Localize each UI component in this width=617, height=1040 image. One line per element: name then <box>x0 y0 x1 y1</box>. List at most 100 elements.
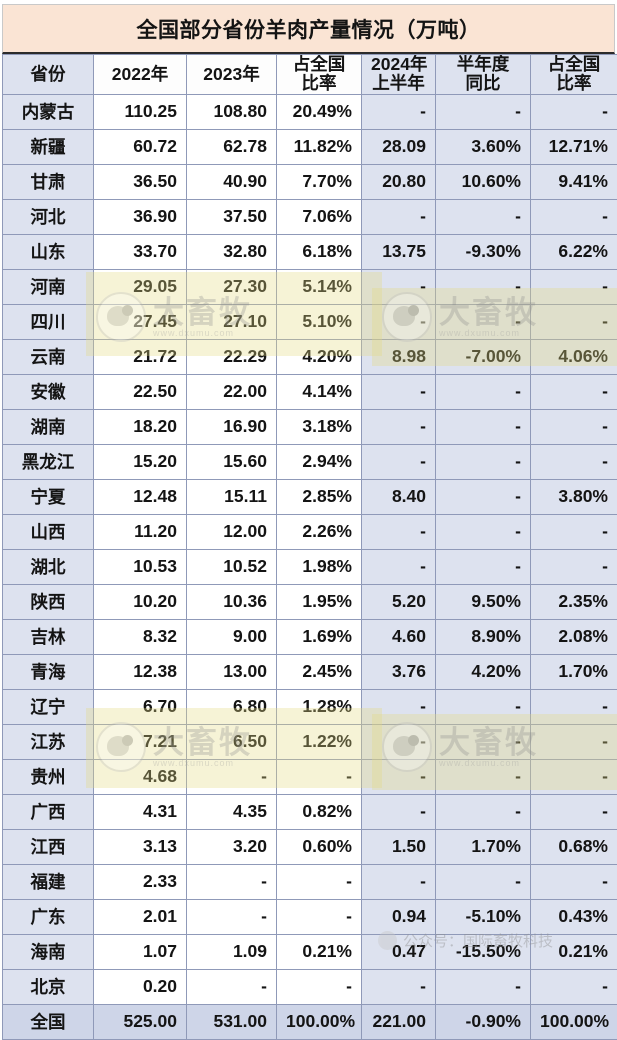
cell-province[interactable]: 青海 <box>3 654 94 689</box>
cell-h1-2024[interactable]: - <box>362 689 436 724</box>
cell-yoy[interactable]: 1.70% <box>436 829 531 864</box>
cell-yoy[interactable]: - <box>436 794 531 829</box>
cell-2023[interactable]: 4.35 <box>187 794 277 829</box>
cell-2023[interactable]: 13.00 <box>187 654 277 689</box>
cell-2023[interactable]: 10.36 <box>187 584 277 619</box>
cell-yoy[interactable]: - <box>436 409 531 444</box>
cell-yoy[interactable]: -5.10% <box>436 899 531 934</box>
cell-province[interactable]: 新疆 <box>3 129 94 164</box>
cell-yoy[interactable]: -7.00% <box>436 339 531 374</box>
cell-2023[interactable]: 6.80 <box>187 689 277 724</box>
cell-share-2024[interactable]: 2.35% <box>531 584 617 619</box>
cell-2023[interactable]: 9.00 <box>187 619 277 654</box>
cell-yoy[interactable]: -15.50% <box>436 934 531 969</box>
cell-share-2023[interactable]: 0.82% <box>277 794 362 829</box>
cell-yoy[interactable]: - <box>436 444 531 479</box>
cell-h1-2024[interactable]: 0.94 <box>362 899 436 934</box>
cell-share-2023[interactable]: 6.18% <box>277 234 362 269</box>
cell-h1-2024[interactable]: - <box>362 969 436 1004</box>
cell-share-2024[interactable]: - <box>531 269 617 304</box>
cell-province[interactable]: 山西 <box>3 514 94 549</box>
cell-share-2024[interactable]: - <box>531 304 617 339</box>
cell-2022[interactable]: 8.32 <box>94 619 187 654</box>
cell-share-2024[interactable]: - <box>531 724 617 759</box>
column-header-share-2024[interactable]: 占全国 比率 <box>531 55 617 95</box>
cell-yoy[interactable]: - <box>436 549 531 584</box>
cell-2022[interactable]: 7.21 <box>94 724 187 759</box>
column-header-province[interactable]: 省份 <box>3 55 94 95</box>
cell-province[interactable]: 广西 <box>3 794 94 829</box>
cell-share-2023[interactable]: 7.06% <box>277 199 362 234</box>
cell-h1-2024[interactable]: 5.20 <box>362 584 436 619</box>
cell-province[interactable]: 河北 <box>3 199 94 234</box>
cell-share-2024[interactable]: 0.68% <box>531 829 617 864</box>
cell-2023[interactable]: 6.50 <box>187 724 277 759</box>
cell-share-2024[interactable]: 3.80% <box>531 479 617 514</box>
cell-2023[interactable]: 15.11 <box>187 479 277 514</box>
cell-h1-2024[interactable]: - <box>362 94 436 129</box>
cell-h1-2024[interactable]: 8.98 <box>362 339 436 374</box>
column-header-yoy[interactable]: 半年度 同比 <box>436 55 531 95</box>
cell-province[interactable]: 安徽 <box>3 374 94 409</box>
cell-share-2024[interactable]: - <box>531 199 617 234</box>
cell-h1-2024[interactable]: - <box>362 549 436 584</box>
cell-share-2023[interactable]: - <box>277 969 362 1004</box>
cell-share-2024[interactable]: 2.08% <box>531 619 617 654</box>
cell-2022[interactable]: 10.20 <box>94 584 187 619</box>
cell-share-2023[interactable]: 1.28% <box>277 689 362 724</box>
cell-share-2023[interactable]: 5.10% <box>277 304 362 339</box>
cell-province[interactable]: 江西 <box>3 829 94 864</box>
cell-2023[interactable]: 531.00 <box>187 1004 277 1039</box>
cell-2022[interactable]: 525.00 <box>94 1004 187 1039</box>
cell-2023[interactable]: 16.90 <box>187 409 277 444</box>
cell-share-2023[interactable]: 11.82% <box>277 129 362 164</box>
cell-share-2024[interactable]: - <box>531 549 617 584</box>
cell-2022[interactable]: 21.72 <box>94 339 187 374</box>
cell-2022[interactable]: 4.31 <box>94 794 187 829</box>
cell-h1-2024[interactable]: - <box>362 724 436 759</box>
cell-2023[interactable]: 108.80 <box>187 94 277 129</box>
cell-share-2023[interactable]: 20.49% <box>277 94 362 129</box>
cell-yoy[interactable]: - <box>436 514 531 549</box>
cell-2022[interactable]: 18.20 <box>94 409 187 444</box>
cell-yoy[interactable]: - <box>436 759 531 794</box>
cell-h1-2024[interactable]: - <box>362 409 436 444</box>
cell-2022[interactable]: 60.72 <box>94 129 187 164</box>
cell-2023[interactable]: 22.29 <box>187 339 277 374</box>
cell-share-2023[interactable]: 1.69% <box>277 619 362 654</box>
cell-share-2024[interactable]: 100.00% <box>531 1004 617 1039</box>
cell-2022[interactable]: 27.45 <box>94 304 187 339</box>
cell-province[interactable]: 贵州 <box>3 759 94 794</box>
cell-2023[interactable]: 32.80 <box>187 234 277 269</box>
cell-h1-2024[interactable]: - <box>362 794 436 829</box>
cell-2023[interactable]: - <box>187 899 277 934</box>
cell-share-2024[interactable]: 4.06% <box>531 339 617 374</box>
cell-2023[interactable]: 10.52 <box>187 549 277 584</box>
cell-2022[interactable]: 10.53 <box>94 549 187 584</box>
cell-h1-2024[interactable]: - <box>362 444 436 479</box>
cell-province[interactable]: 全国 <box>3 1004 94 1039</box>
cell-2023[interactable]: 27.10 <box>187 304 277 339</box>
cell-share-2023[interactable]: 4.20% <box>277 339 362 374</box>
cell-yoy[interactable]: - <box>436 304 531 339</box>
cell-h1-2024[interactable]: 13.75 <box>362 234 436 269</box>
cell-share-2023[interactable]: 2.94% <box>277 444 362 479</box>
cell-2023[interactable]: 12.00 <box>187 514 277 549</box>
cell-share-2023[interactable]: 5.14% <box>277 269 362 304</box>
cell-share-2024[interactable]: - <box>531 444 617 479</box>
cell-2022[interactable]: 110.25 <box>94 94 187 129</box>
cell-province[interactable]: 江苏 <box>3 724 94 759</box>
cell-h1-2024[interactable]: 28.09 <box>362 129 436 164</box>
cell-yoy[interactable]: - <box>436 864 531 899</box>
cell-share-2024[interactable]: 1.70% <box>531 654 617 689</box>
column-header-h1-2024[interactable]: 2024年 上半年 <box>362 55 436 95</box>
cell-2023[interactable]: - <box>187 969 277 1004</box>
cell-yoy[interactable]: - <box>436 374 531 409</box>
cell-province[interactable]: 云南 <box>3 339 94 374</box>
cell-2022[interactable]: 3.13 <box>94 829 187 864</box>
cell-yoy[interactable]: 9.50% <box>436 584 531 619</box>
cell-yoy[interactable]: 8.90% <box>436 619 531 654</box>
cell-share-2024[interactable]: - <box>531 94 617 129</box>
cell-2023[interactable]: - <box>187 759 277 794</box>
cell-h1-2024[interactable]: 3.76 <box>362 654 436 689</box>
